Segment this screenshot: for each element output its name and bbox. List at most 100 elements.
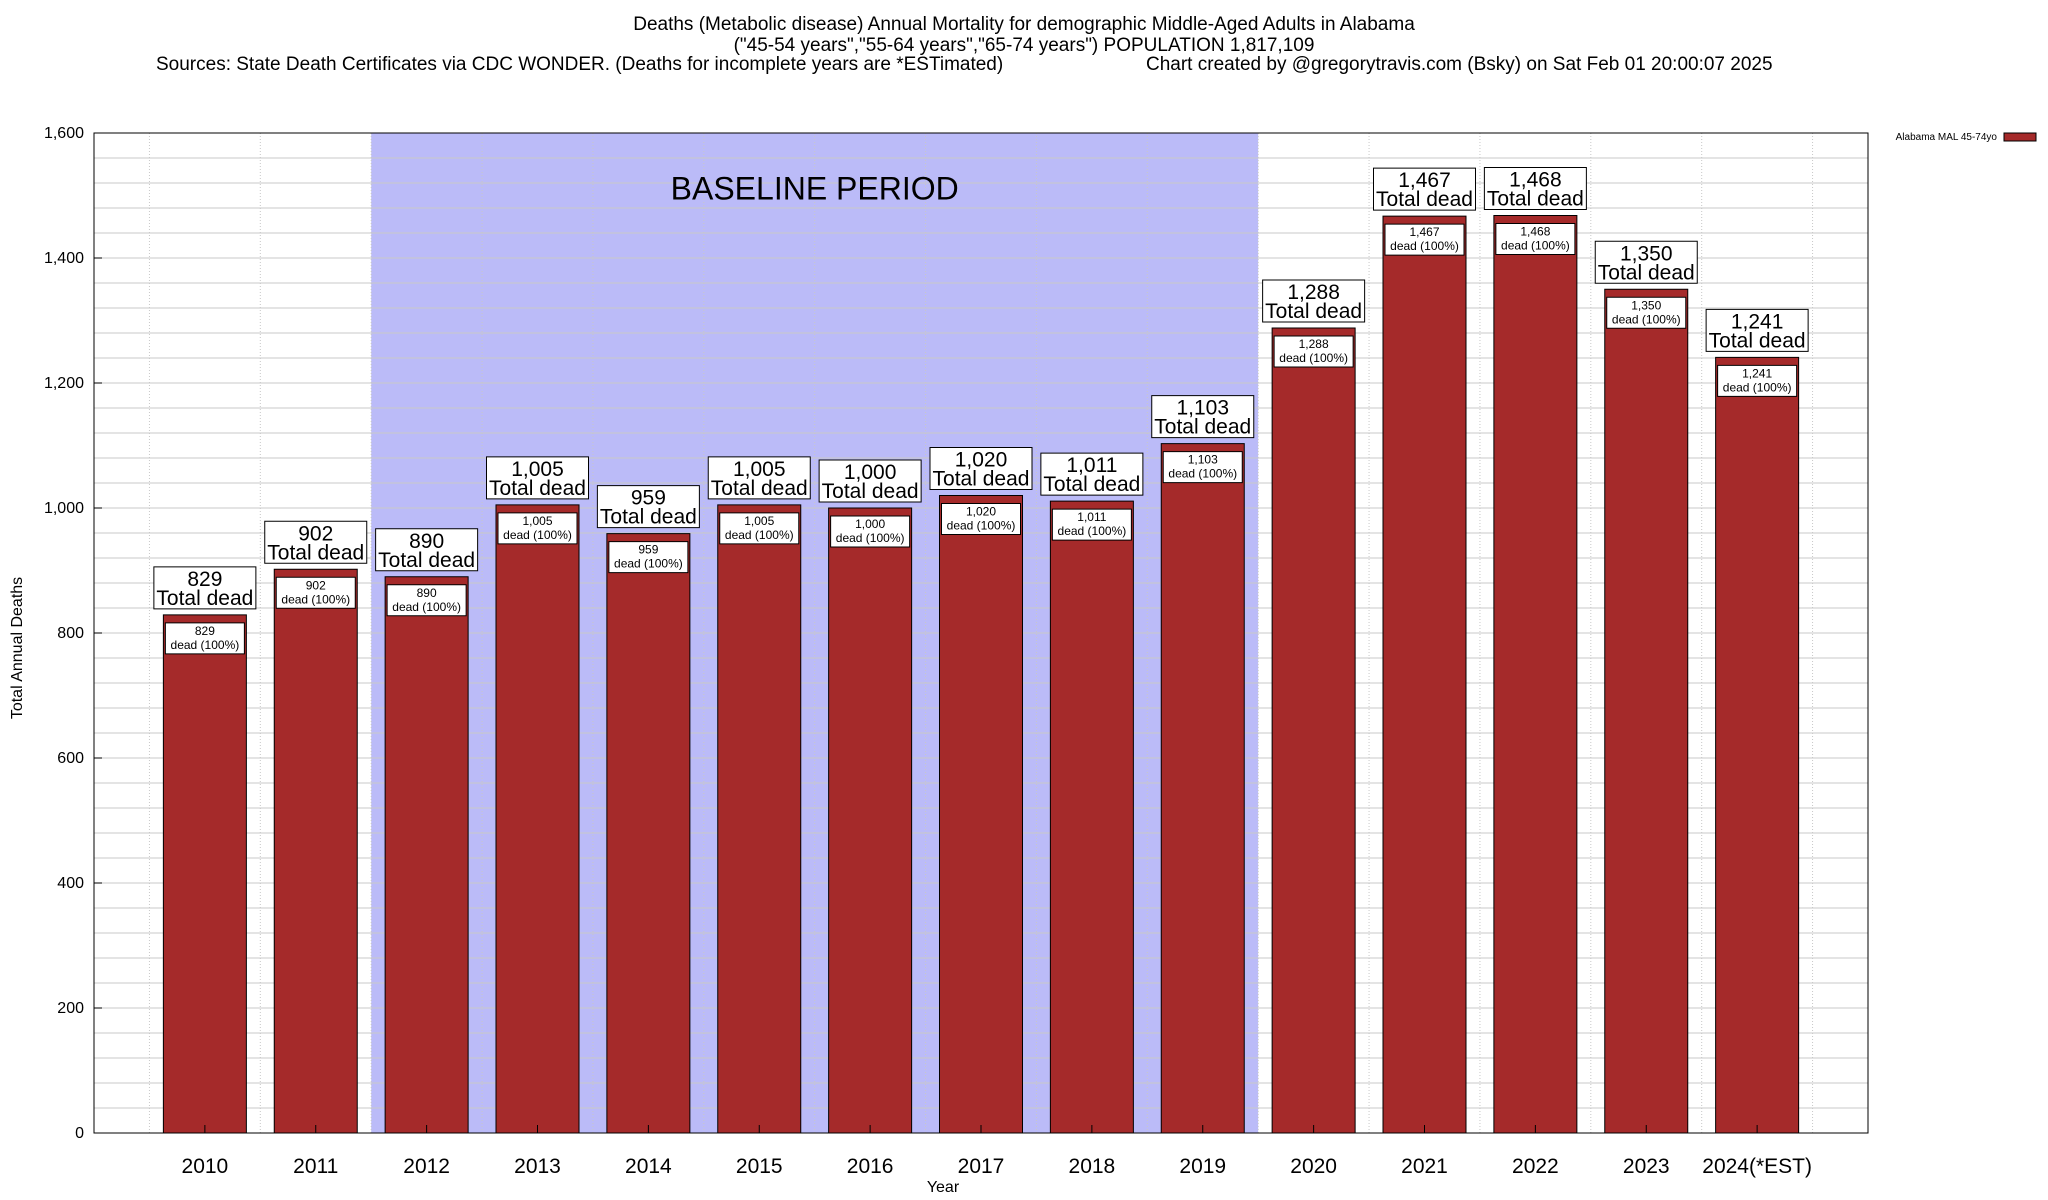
bar-2021 <box>1382 215 1467 1134</box>
bar-2014 <box>606 533 691 1134</box>
legend-swatch <box>2003 132 2037 142</box>
bar-2012 <box>384 576 469 1134</box>
inner-label-box <box>497 512 578 545</box>
inner-label-box <box>1606 296 1687 329</box>
bar-2017 <box>939 495 1023 1134</box>
inner-label-box <box>1717 364 1798 397</box>
inner-label-box <box>1051 508 1132 541</box>
x-tick-label-2023: 2023 <box>1623 1155 1670 1178</box>
inner-pct-label: dead (100%) <box>503 528 572 542</box>
x-tick-label-2018: 2018 <box>1069 1155 1116 1178</box>
y-tick-label: 1,400 <box>44 250 84 267</box>
total-value-label: 959 <box>631 487 666 510</box>
total-value-label: 1,468 <box>1509 169 1562 192</box>
x-tick-label-2015: 2015 <box>736 1155 783 1178</box>
total-dead-label: Total dead <box>489 477 586 500</box>
inner-label-box <box>1273 335 1354 368</box>
bar-2020 <box>1271 327 1356 1134</box>
total-value-label: 829 <box>187 568 222 591</box>
inner-value-label: 902 <box>306 578 326 592</box>
inner-pct-label: dead (100%) <box>1612 312 1681 326</box>
chart-credit: Chart created by @gregorytravis.com (Bsk… <box>1146 54 1773 75</box>
total-value-label: 1,467 <box>1398 169 1451 192</box>
inner-pct-label: dead (100%) <box>836 531 905 545</box>
y-tick-label: 600 <box>57 750 84 767</box>
total-dead-label: Total dead <box>933 468 1030 491</box>
chart-subtitle: ("45-54 years","55-64 years","65-74 year… <box>733 35 1315 56</box>
bar-2024-est <box>1715 356 1800 1134</box>
chart-title: Deaths (Metabolic disease) Annual Mortal… <box>633 14 1415 35</box>
total-label-box <box>707 456 811 500</box>
inner-pct-label: dead (100%) <box>1168 467 1237 481</box>
total-label-box <box>1262 279 1366 323</box>
total-label-box <box>929 447 1033 490</box>
total-label-box <box>596 485 700 529</box>
total-value-label: 902 <box>298 522 333 545</box>
y-tick-label: 1,000 <box>44 500 84 517</box>
total-value-label: 1,103 <box>1176 397 1229 420</box>
inner-pct-label: dead (100%) <box>1723 380 1792 394</box>
x-tick-label-2012: 2012 <box>403 1155 450 1178</box>
inner-value-label: 1,005 <box>522 514 552 528</box>
total-dead-label: Total dead <box>1487 188 1584 211</box>
y-tick-label: 200 <box>57 1000 84 1017</box>
x-tick-label-2024-est: 2024(*EST) <box>1702 1155 1812 1178</box>
total-label-box <box>1040 452 1144 496</box>
total-dead-label: Total dead <box>378 549 475 572</box>
inner-label-box <box>1495 223 1576 255</box>
inner-value-label: 1,103 <box>1188 453 1218 467</box>
total-label-box <box>1705 308 1809 352</box>
inner-value-label: 1,467 <box>1409 225 1439 239</box>
total-dead-label: Total dead <box>711 477 808 500</box>
total-label-box <box>153 566 257 610</box>
total-label-box <box>818 459 922 503</box>
x-tick-label-2021: 2021 <box>1401 1155 1448 1178</box>
total-value-label: 1,005 <box>733 458 786 481</box>
x-tick-label-2022: 2022 <box>1512 1155 1559 1178</box>
total-label-box <box>486 456 589 500</box>
inner-value-label: 1,020 <box>966 505 996 519</box>
bar-2019 <box>1160 443 1245 1134</box>
inner-pct-label: dead (100%) <box>947 519 1016 533</box>
inner-label-box <box>719 512 800 545</box>
y-tick-label: 400 <box>57 875 84 892</box>
total-dead-label: Total dead <box>1043 473 1140 496</box>
bar-2023 <box>1604 288 1689 1134</box>
inner-pct-label: dead (100%) <box>1390 239 1459 253</box>
inner-pct-label: dead (100%) <box>392 600 461 614</box>
inner-label-box <box>1384 223 1465 256</box>
inner-value-label: 890 <box>417 586 437 600</box>
y-tick-label: 1,200 <box>44 375 84 392</box>
bar-2013 <box>495 504 580 1134</box>
total-value-label: 1,350 <box>1620 242 1673 265</box>
total-value-label: 890 <box>409 530 444 553</box>
inner-label-box <box>275 576 356 609</box>
x-axis-label: Year <box>927 1179 960 1196</box>
legend-label: Alabama MAL 45-74yo <box>1896 132 1998 143</box>
y-tick-label: 0 <box>75 1125 84 1142</box>
total-value-label: 1,020 <box>955 449 1008 472</box>
bar-2022 <box>1493 215 1578 1134</box>
bar-2015 <box>717 504 802 1134</box>
baseline-period-label: BASELINE PERIOD <box>671 170 959 206</box>
total-dead-label: Total dead <box>1154 416 1251 439</box>
inner-pct-label: dead (100%) <box>614 557 683 571</box>
bar-2018 <box>1049 500 1134 1134</box>
total-label-box <box>1373 167 1476 211</box>
total-label-box <box>1483 167 1587 210</box>
inner-label-box <box>941 503 1021 535</box>
total-value-label: 1,288 <box>1287 281 1340 304</box>
inner-value-label: 1,000 <box>855 517 885 531</box>
inner-pct-label: dead (100%) <box>1279 351 1348 365</box>
plot-frame <box>93 132 1869 1134</box>
total-value-label: 1,000 <box>844 461 897 484</box>
inner-pct-label: dead (100%) <box>171 638 240 652</box>
inner-value-label: 1,241 <box>1742 366 1772 380</box>
bar-2010 <box>162 614 247 1134</box>
total-dead-label: Total dead <box>822 480 919 503</box>
total-dead-label: Total dead <box>267 541 364 564</box>
total-dead-label: Total dead <box>600 506 697 529</box>
inner-pct-label: dead (100%) <box>1501 239 1570 253</box>
bar-2016 <box>828 507 913 1134</box>
